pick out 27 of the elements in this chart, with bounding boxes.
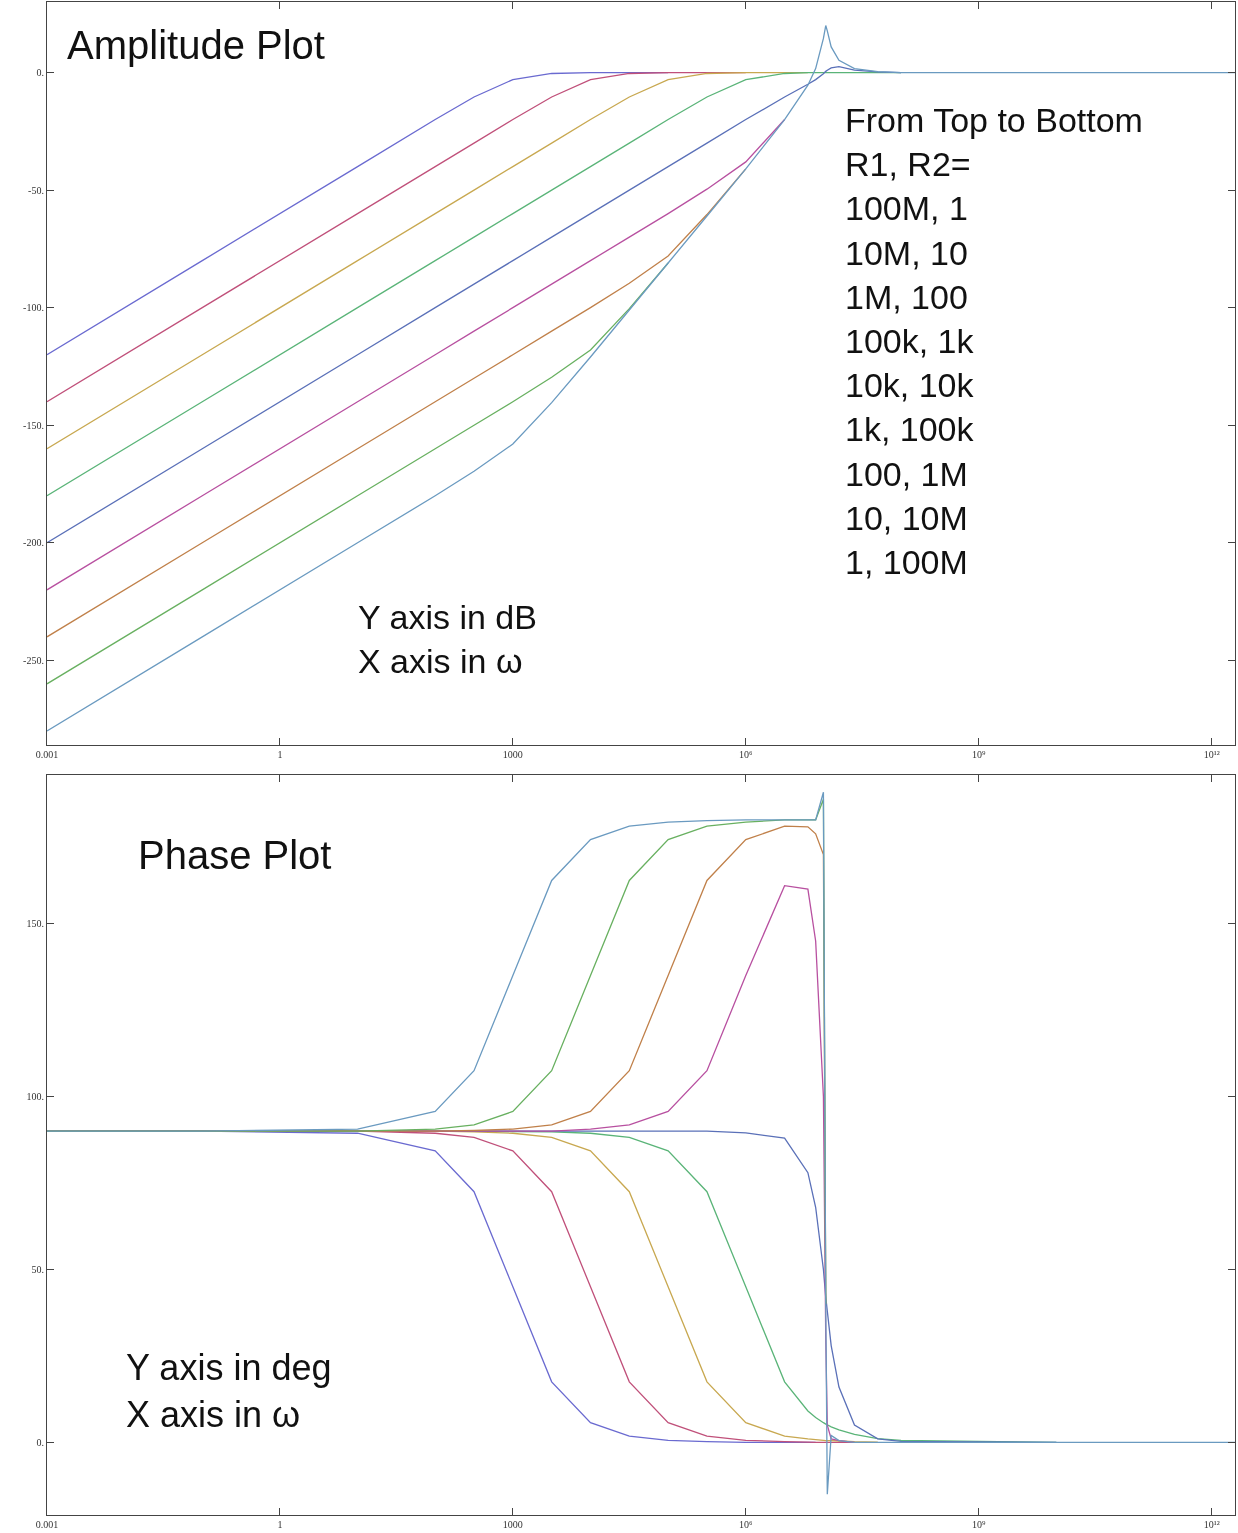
- y-tick-label: -250.: [23, 654, 44, 666]
- y-tick-label: 150.: [26, 918, 44, 930]
- y-tick-label: 50.: [31, 1263, 44, 1275]
- x-tick-label: 1: [277, 749, 283, 761]
- annotation: Y axis in deg X axis in ω: [126, 1347, 332, 1435]
- y-tick-label: 0.: [36, 1436, 44, 1448]
- x-tick-label: 0.001: [35, 1519, 59, 1531]
- x-tick-label: 10⁶: [739, 1519, 754, 1531]
- y-tick-label: 0.: [36, 67, 44, 79]
- x-tick-label: 10¹²: [1203, 749, 1220, 761]
- text: From Top to Bottom R1, R2= 100M, 1 10M, 10 1M, 100 100k, 1k 10k, 10k 1k, 100k 100, 1M 10, 10M 1, 100M: [845, 101, 1143, 581]
- y-tick-label: -150.: [23, 419, 44, 431]
- y-tick-label: -100.: [23, 302, 44, 314]
- x-tick-label: 1: [277, 1519, 283, 1531]
- annotation: Y axis in dB X axis in ω: [358, 598, 537, 681]
- x-tick-label: 10⁶: [739, 749, 754, 761]
- x-tick-label: 1000: [502, 1519, 523, 1531]
- y-tick-label: 100.: [26, 1091, 44, 1103]
- y-tick-label: -200.: [23, 537, 44, 549]
- text: Amplitude Plot: [67, 23, 325, 67]
- text: Phase Plot: [138, 833, 332, 877]
- x-tick-label: 0.001: [35, 749, 59, 761]
- x-tick-label: 1000: [502, 749, 523, 761]
- y-tick-label: -50.: [28, 184, 44, 196]
- x-tick-label: 10⁹: [971, 749, 986, 761]
- x-tick-label: 10¹²: [1203, 1519, 1220, 1531]
- x-tick-label: 10⁹: [971, 1519, 986, 1531]
